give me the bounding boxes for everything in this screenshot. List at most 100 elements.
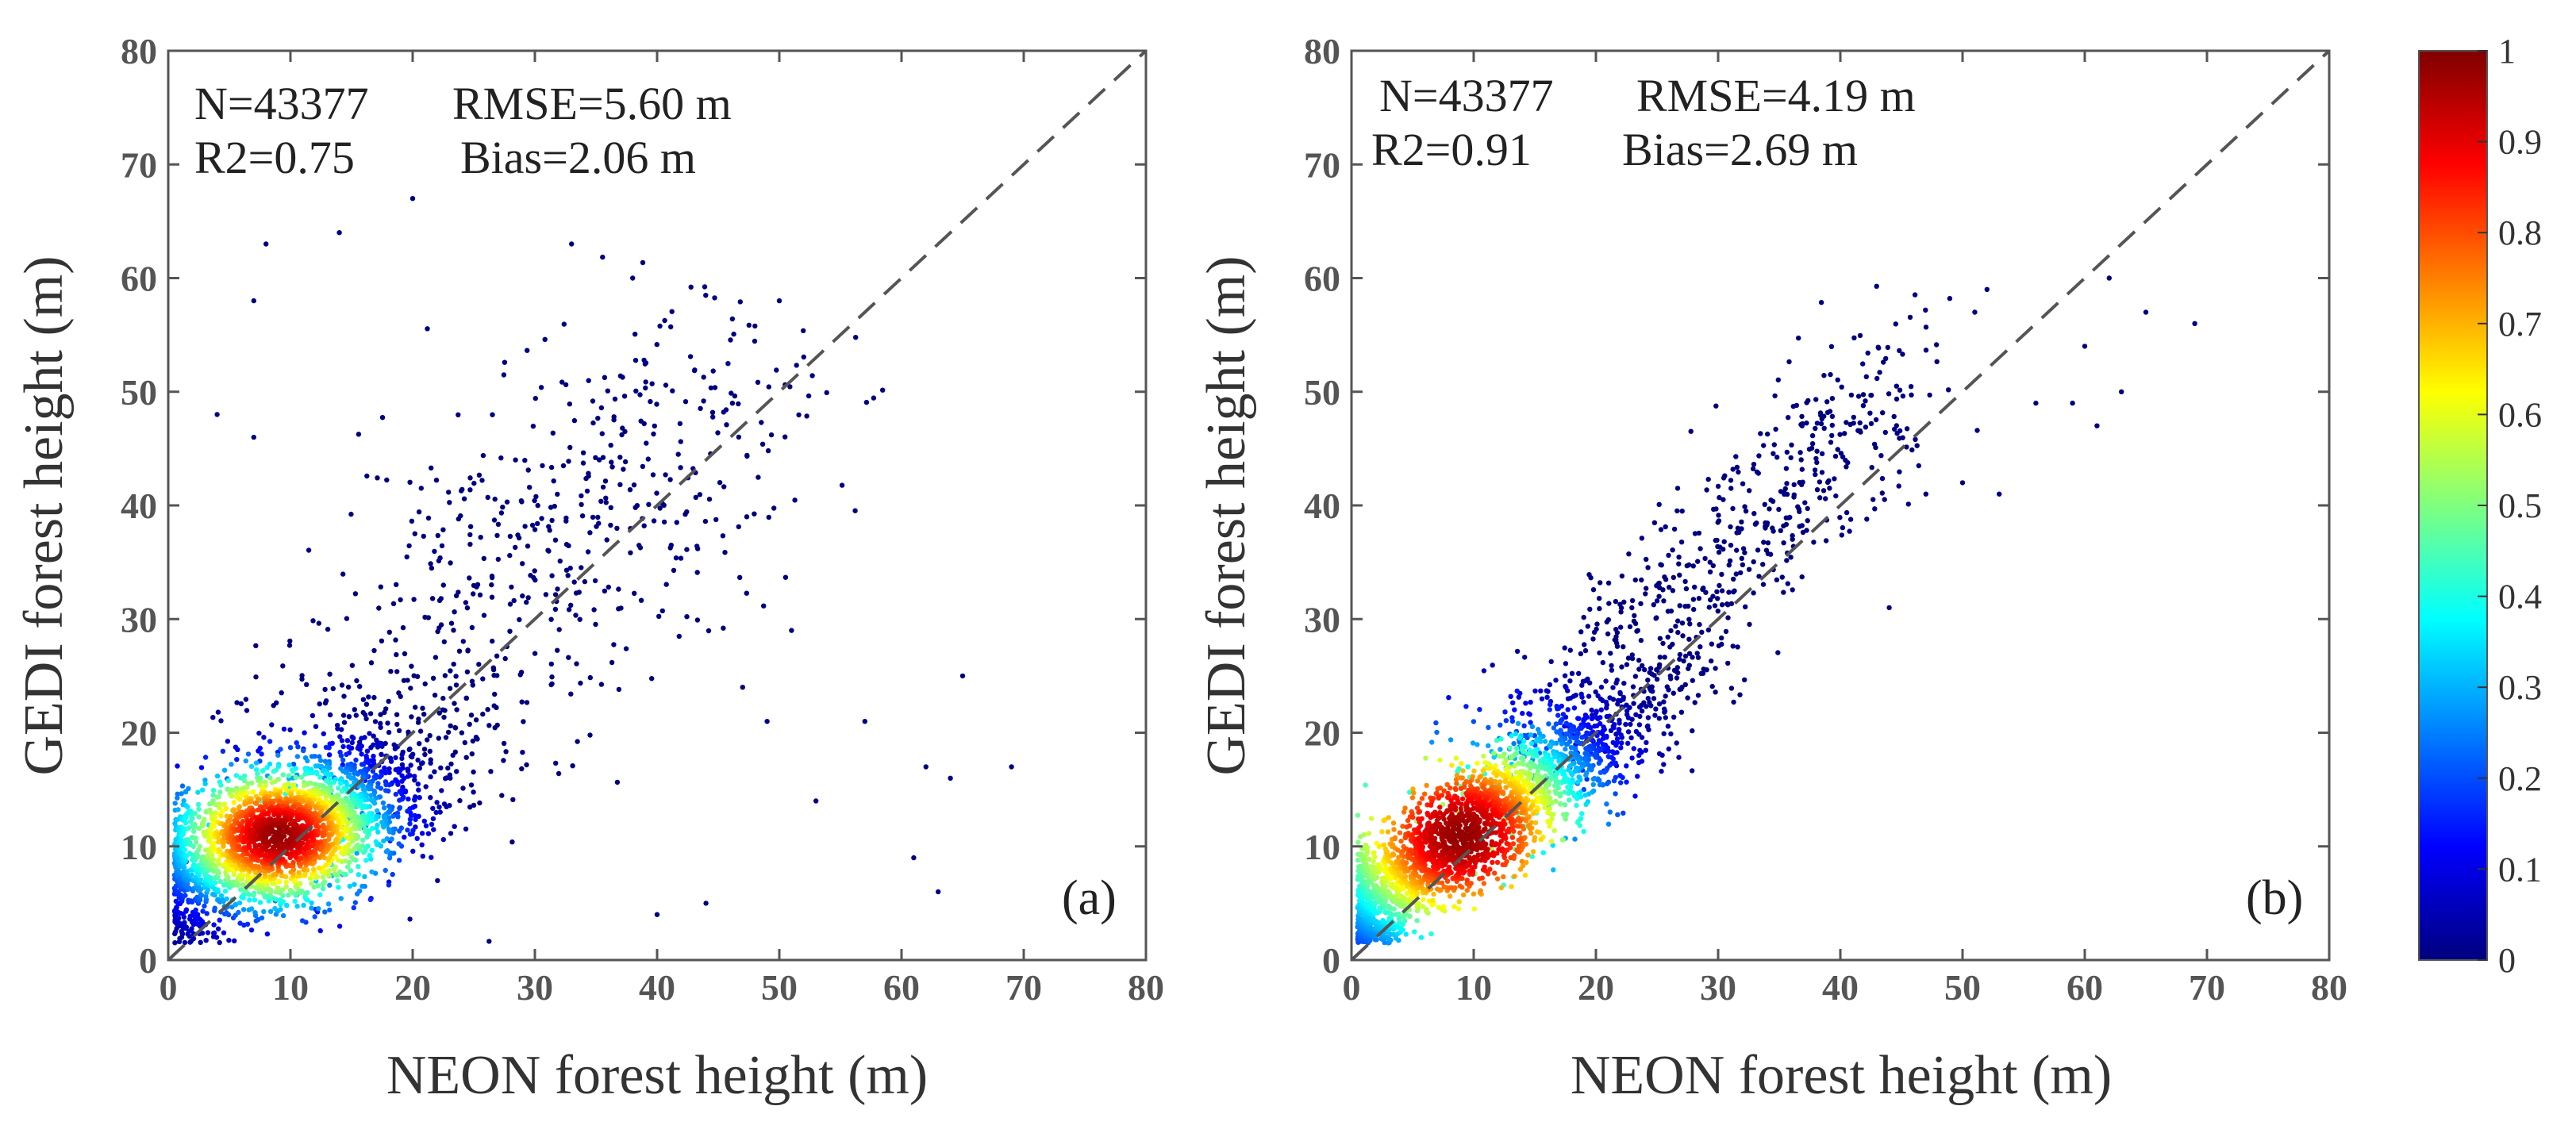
data-point <box>1719 602 1725 608</box>
data-point <box>235 747 240 752</box>
data-point <box>336 858 341 863</box>
data-point <box>345 774 352 779</box>
data-point <box>1829 413 1836 419</box>
data-point <box>1828 371 1833 378</box>
data-point <box>1590 587 1597 593</box>
data-point <box>256 748 261 754</box>
data-point <box>599 431 605 436</box>
data-point <box>688 284 694 290</box>
data-point <box>175 763 180 769</box>
data-point <box>392 746 398 751</box>
data-point <box>474 584 479 590</box>
data-point <box>269 780 275 785</box>
data-point <box>1758 431 1763 436</box>
data-point <box>552 606 559 613</box>
data-point <box>721 484 727 490</box>
data-point <box>421 712 427 717</box>
data-point <box>1713 666 1718 671</box>
data-point <box>1855 428 1861 433</box>
data-point <box>630 275 636 281</box>
data-point <box>1665 634 1671 640</box>
data-point <box>609 464 615 470</box>
data-point <box>1643 591 1648 597</box>
data-point <box>313 805 319 811</box>
data-point <box>1811 540 1817 545</box>
data-point <box>1882 429 1888 436</box>
data-point <box>425 737 430 743</box>
data-point <box>320 885 326 892</box>
data-point <box>399 778 405 784</box>
data-point <box>649 676 655 682</box>
data-point <box>1728 543 1734 548</box>
data-point <box>470 682 475 688</box>
data-point <box>1742 504 1747 509</box>
data-point <box>1594 621 1600 627</box>
data-point <box>258 791 264 797</box>
data-point <box>609 659 615 666</box>
data-point <box>1832 453 1839 459</box>
data-point <box>1857 420 1863 426</box>
data-point <box>203 938 209 943</box>
data-point <box>364 748 371 754</box>
data-point <box>317 928 323 934</box>
data-point <box>1588 575 1594 581</box>
data-point <box>542 336 548 342</box>
data-point <box>1814 421 1821 426</box>
data-point <box>368 660 375 666</box>
data-point <box>384 477 390 483</box>
data-point <box>737 574 743 580</box>
y-tick-label: 20 <box>121 713 157 754</box>
data-point <box>245 751 252 757</box>
data-point <box>1731 589 1736 595</box>
data-point <box>1703 590 1709 595</box>
data-point <box>1631 701 1636 706</box>
data-point <box>507 628 513 634</box>
data-point <box>421 747 428 752</box>
data-point <box>383 849 390 855</box>
data-point <box>456 412 461 417</box>
data-point <box>556 770 562 777</box>
data-point <box>1576 726 1582 732</box>
data-point <box>363 716 369 722</box>
data-point <box>678 439 683 444</box>
data-point <box>1605 580 1612 586</box>
x-tick-label: 70 <box>1005 967 1042 1008</box>
data-point <box>190 843 196 850</box>
data-point <box>286 643 293 648</box>
data-point <box>1597 596 1602 601</box>
data-point <box>1788 455 1794 461</box>
data-point <box>1819 451 1825 456</box>
data-point <box>240 819 246 825</box>
data-point <box>347 802 353 808</box>
data-point <box>280 912 286 919</box>
data-point <box>796 412 802 418</box>
data-point <box>789 628 794 633</box>
data-point <box>637 392 643 398</box>
data-point <box>409 196 416 202</box>
data-point <box>1855 394 1862 399</box>
data-point <box>1796 335 1801 341</box>
data-point <box>304 682 310 687</box>
data-point <box>1765 551 1771 557</box>
data-point <box>339 738 345 743</box>
data-point <box>412 778 417 783</box>
data-point <box>445 729 452 735</box>
data-point <box>196 814 202 820</box>
data-point <box>1865 350 1870 356</box>
data-point <box>340 820 345 826</box>
data-point <box>567 565 573 571</box>
data-point <box>446 490 452 495</box>
data-point <box>275 885 281 891</box>
data-point <box>332 871 338 877</box>
data-point <box>371 742 376 747</box>
data-point <box>1762 501 1767 507</box>
data-point <box>175 791 180 797</box>
data-point <box>1860 392 1867 398</box>
data-point <box>1569 772 1575 778</box>
data-point <box>1857 332 1863 339</box>
data-point <box>386 882 392 888</box>
data-point <box>1695 559 1701 564</box>
data-point <box>195 801 202 808</box>
data-point <box>1728 486 1734 491</box>
data-point <box>286 773 292 778</box>
